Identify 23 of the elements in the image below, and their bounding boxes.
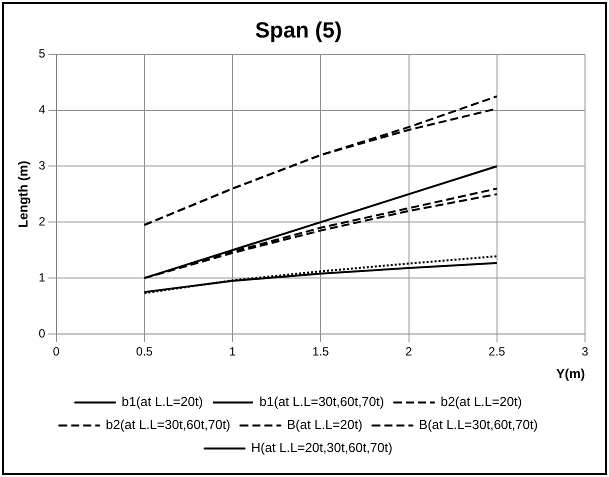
x-tick-label: 1	[229, 344, 236, 359]
x-tick-label: 2.5	[488, 344, 506, 359]
x-tick-label: 2	[405, 344, 412, 359]
legend-label: b2(at L.L=20t)	[440, 394, 522, 410]
y-tick-label: 1	[38, 270, 46, 284]
legend-label: B(at L.L=30t,60t,70t)	[418, 417, 538, 432]
x-tick-label: 0.5	[136, 344, 154, 359]
y-axis-title: Length (m)	[15, 160, 30, 228]
y-tick-label: 0	[38, 326, 46, 340]
legend-label: B(at L.L=20t)	[286, 417, 362, 432]
x-tick-label: 0	[52, 344, 60, 359]
y-tick-label: 5	[38, 46, 46, 61]
legend-label: b1(at L.L=20t)	[122, 394, 203, 410]
x-axis-title: Y(m)	[556, 366, 585, 381]
legend-label: H(at L.L=20t,30t,60t,70t)	[251, 440, 392, 456]
y-tick-label: 4	[38, 102, 46, 117]
y-tick-label: 3	[38, 158, 46, 173]
chart-title: Span (5)	[255, 17, 342, 42]
y-tick-label: 2	[38, 214, 46, 228]
x-tick-label: 1.5	[312, 344, 330, 359]
x-tick-label: 3	[582, 344, 589, 359]
legend-label: b2(at L.L=30t,60t,70t)	[106, 417, 230, 432]
legend-label: b1(at L.L=30t,60t,70t)	[259, 394, 384, 410]
